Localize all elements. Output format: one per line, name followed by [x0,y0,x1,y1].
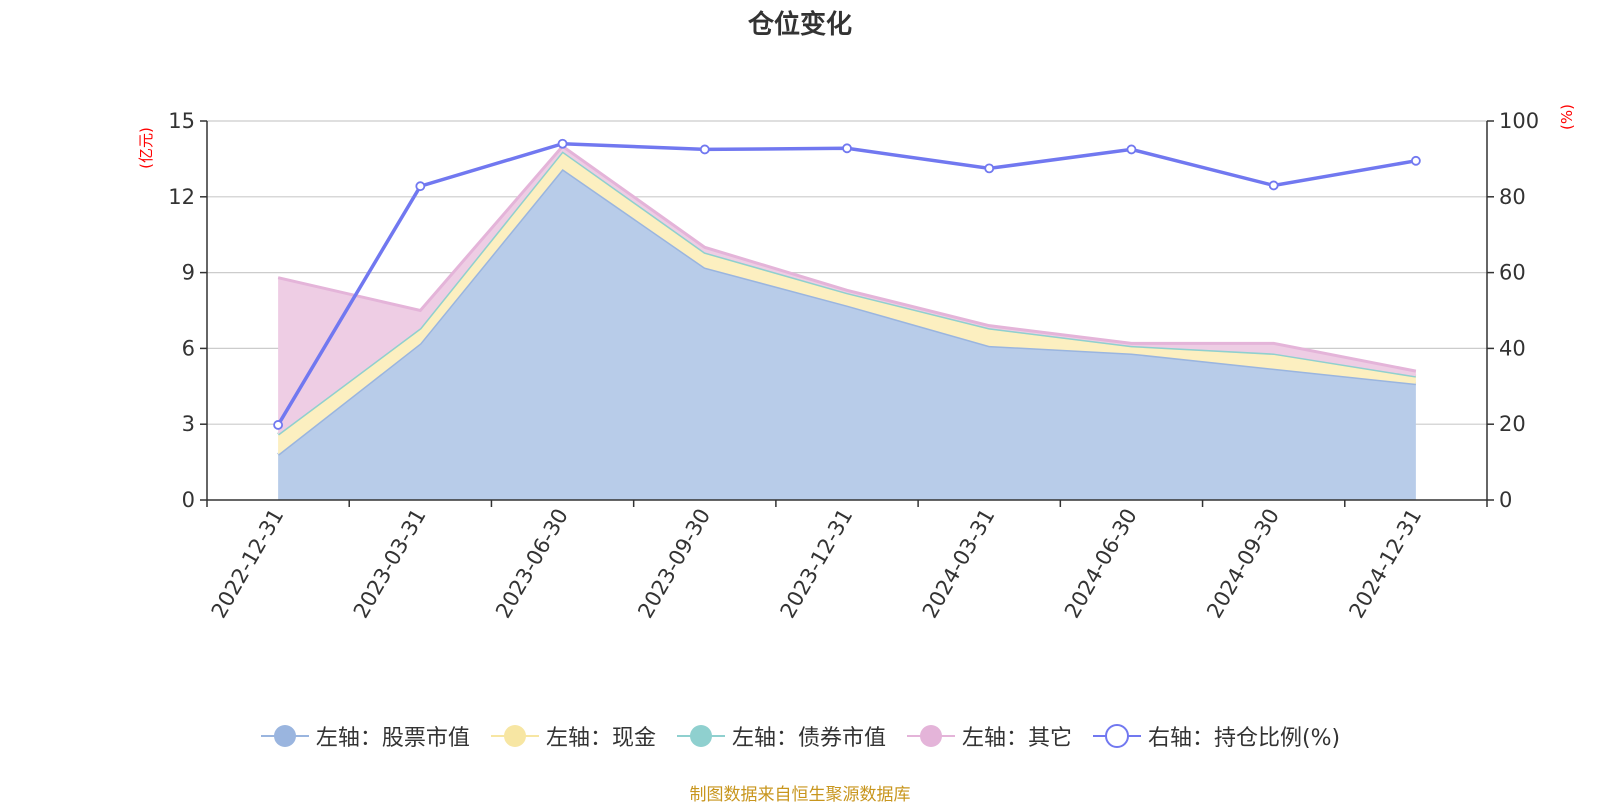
left-axis-tick-label: 6 [182,336,195,360]
area-series [277,144,1417,501]
legend-filled-circle-icon [676,725,725,747]
legend-filled-circle-icon [490,725,539,747]
legend-filled-circle-icon [260,725,309,747]
right-axis-unit: (%) [1558,104,1576,130]
source-note: 制图数据来自恒生聚源数据库 [689,785,911,805]
x-axis-tick-label: 2024-12-31 [1344,505,1426,623]
ratio-point [1268,180,1279,191]
chart-title: 仓位变化 [747,10,852,40]
legend: 左轴：股票市值 左轴：现金 左轴：债券市值 左轴：其它 右轴：持仓比例(%) [0,720,1600,752]
ratio-point [842,143,852,154]
x-axis-tick-label: 2023-06-30 [491,505,573,623]
ratio-point [1410,155,1421,166]
right-axis-tick-label: 80 [1499,185,1526,209]
legend-item[interactable]: 右轴：持仓比例(%) [1092,720,1340,752]
left-axis-tick-label: 12 [168,185,195,209]
right-axis-tick-label: 40 [1499,336,1526,360]
ratio-point [984,163,995,174]
left-axis-unit: (亿元) [137,127,155,169]
x-axis-tick-label: 2022-12-31 [207,505,289,623]
area-line-4 [277,144,1417,373]
legend-item[interactable]: 左轴：债券市值 [676,720,886,752]
ratio-point [273,420,284,430]
ratio-line-series [273,138,1421,430]
ratio-point [415,181,426,192]
right-axis-tick-label: 100 [1499,109,1539,133]
left-axis-tick-label: 0 [182,488,195,512]
left-axis-tick-label: 3 [182,412,195,436]
left-axis-tick-label: 15 [168,109,195,133]
legend-label: 左轴：股票市值 [315,726,470,751]
legend-item[interactable]: 左轴：其它 [906,720,1072,752]
legend-label: 左轴：现金 [545,726,656,751]
x-axis-tick-label: 2024-03-31 [918,505,1000,623]
ratio-point [1126,144,1137,155]
legend-hollow-circle-icon [1092,724,1141,748]
x-axis-tick-label: 2024-09-30 [1202,505,1284,623]
legend-item[interactable]: 左轴：股票市值 [260,720,470,752]
x-axis-tick-label: 2023-09-30 [633,505,715,623]
legend-label: 左轴：其它 [961,726,1072,751]
right-axis-tick-label: 60 [1499,261,1526,285]
ratio-point [557,138,568,149]
right-axis-tick-label: 20 [1499,412,1526,436]
area-fill-1 [278,169,1416,501]
legend-filled-circle-icon [906,725,955,747]
legend-item[interactable]: 左轴：现金 [490,720,656,752]
x-axis-tick-label: 2023-03-31 [349,505,431,623]
legend-label: 右轴：持仓比例(%) [1147,726,1341,751]
ratio-point [699,144,710,155]
left-axis-tick-label: 9 [182,261,195,285]
x-axis-tick-label: 2023-12-31 [776,505,858,623]
chart-plot: 0 3 6 9 12 15 0 20 40 60 80 100 (亿元) (%) 2022-12-31 202… [137,104,1576,623]
right-axis-tick-label: 0 [1499,488,1512,512]
x-axis-tick-label: 2024-06-30 [1060,505,1142,623]
area-fill-2 [278,151,1416,455]
legend-label: 左轴：债券市值 [731,726,886,751]
